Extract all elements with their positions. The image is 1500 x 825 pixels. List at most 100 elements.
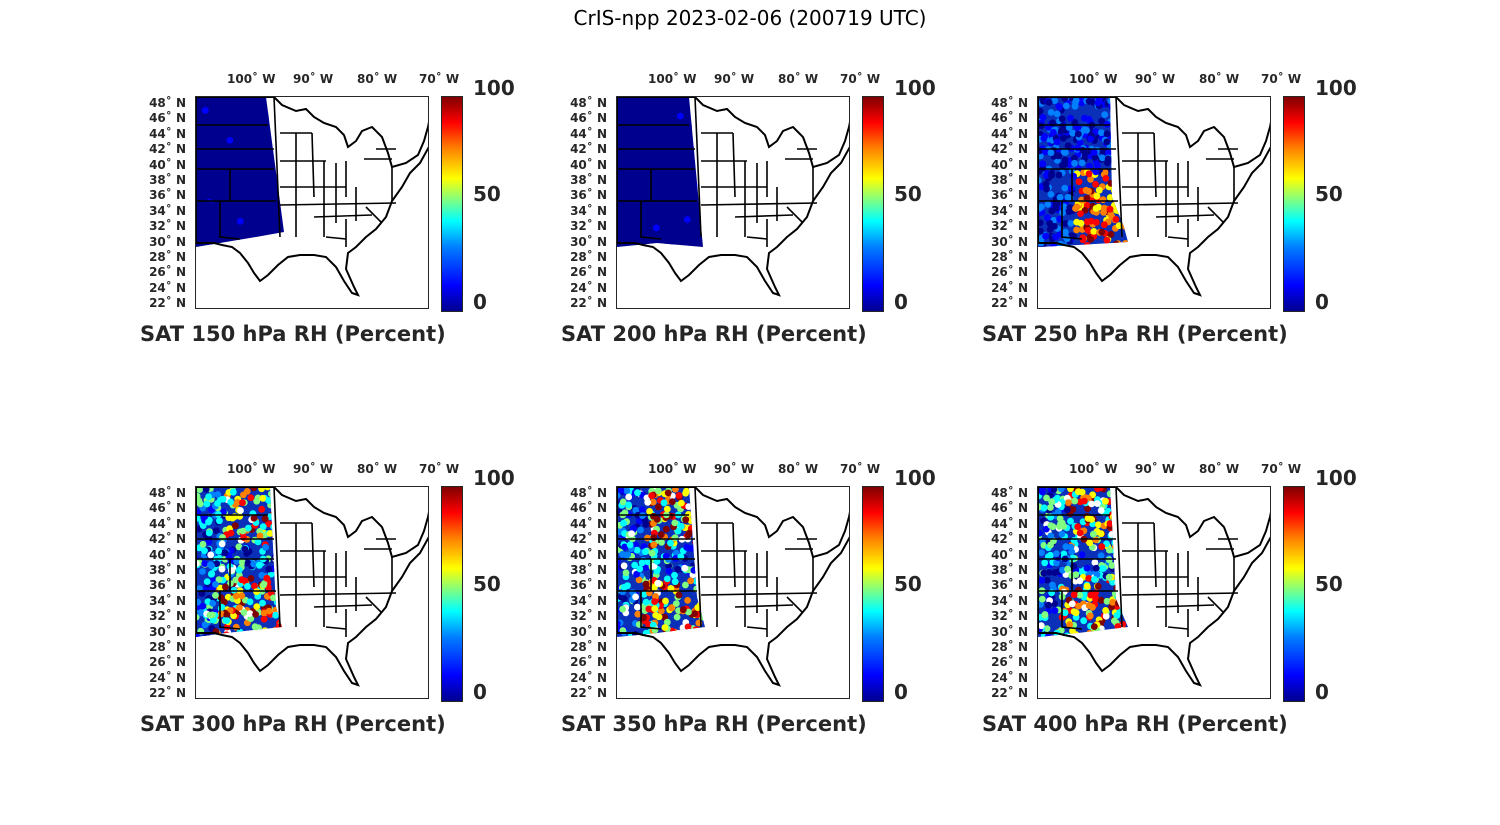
rh-point	[702, 595, 705, 603]
rh-point	[1047, 149, 1055, 157]
rh-point	[232, 178, 240, 186]
rh-point	[644, 558, 652, 566]
rh-point	[1055, 152, 1063, 160]
rh-point	[1107, 231, 1115, 238]
rh-point	[1087, 217, 1095, 225]
rh-point	[280, 195, 284, 203]
rh-point	[687, 545, 695, 552]
rh-point	[283, 553, 290, 560]
rh-point	[657, 607, 665, 615]
rh-point	[1047, 541, 1054, 549]
rh-point	[278, 630, 282, 637]
rh-point	[1082, 186, 1090, 194]
colorbar	[862, 486, 884, 702]
latitude-tick-label: 36˚ N	[991, 578, 1028, 593]
longitude-tick-label: 70˚ W	[419, 462, 460, 476]
rh-point	[667, 539, 674, 547]
longitude-axis-labels: 100˚ W 90˚ W 80˚ W 70˚ W	[616, 462, 880, 478]
rh-point	[1043, 576, 1051, 584]
rh-point	[1125, 565, 1128, 572]
rh-point	[1111, 144, 1118, 152]
rh-point	[1104, 155, 1112, 163]
rh-point	[703, 515, 705, 523]
rh-point	[1053, 200, 1061, 208]
rh-point	[1064, 506, 1071, 514]
rh-point	[220, 598, 228, 606]
rh-point	[207, 561, 214, 568]
rh-point	[648, 549, 656, 557]
rh-point	[236, 628, 244, 636]
state-border	[325, 626, 347, 630]
rh-point	[247, 575, 255, 582]
rh-point	[1106, 546, 1113, 554]
rh-point	[1072, 205, 1079, 212]
rh-point	[1082, 632, 1090, 637]
rh-point	[1075, 178, 1083, 186]
rh-point	[702, 125, 703, 133]
rh-point	[229, 514, 236, 522]
rh-point	[652, 593, 659, 600]
rh-point	[684, 531, 692, 539]
rh-point	[1094, 582, 1102, 590]
rh-point	[675, 591, 683, 599]
rh-point	[1116, 500, 1124, 507]
rh-point	[1086, 539, 1094, 547]
rh-point	[239, 499, 246, 507]
latitude-tick-label: 24˚ N	[570, 280, 607, 295]
rh-point	[700, 182, 703, 190]
rh-point	[1042, 525, 1050, 533]
rh-point	[640, 591, 648, 598]
rh-point	[1076, 591, 1084, 599]
rh-point	[1093, 219, 1100, 226]
rh-point	[247, 494, 255, 502]
longitude-tick-label: 70˚ W	[1261, 72, 1302, 86]
latitude-tick-label: 32˚ N	[991, 609, 1028, 624]
rh-point	[638, 559, 646, 567]
rh-point	[703, 506, 705, 514]
rh-point	[654, 487, 662, 495]
rh-point	[1090, 530, 1097, 538]
rh-point	[278, 630, 282, 637]
rh-point	[696, 498, 704, 506]
rh-point	[280, 577, 282, 584]
rh-point	[234, 498, 241, 506]
latitude-tick-label: 48˚ N	[991, 486, 1028, 500]
map-panel-300: 100˚ W 90˚ W 80˚ W 70˚ W 48˚ N 46˚ N 44˚ N 42˚ …	[140, 444, 515, 744]
latitude-tick-label: 40˚ N	[570, 157, 607, 172]
state-border	[734, 604, 794, 608]
rh-point	[1122, 146, 1128, 154]
rh-point	[216, 517, 223, 525]
colorbar-tick-label: 50	[1315, 182, 1343, 206]
rh-point	[1114, 570, 1122, 578]
rh-point	[1107, 97, 1115, 105]
map-plot-area	[195, 96, 429, 309]
rh-point	[1039, 160, 1047, 168]
rh-point	[672, 549, 680, 557]
state-border	[273, 487, 281, 628]
rh-point	[1084, 227, 1092, 234]
rh-point	[277, 554, 282, 562]
rh-point	[682, 581, 689, 589]
coastline	[617, 97, 849, 297]
state-border	[313, 214, 373, 218]
rh-point	[223, 611, 231, 619]
rh-point	[1058, 530, 1066, 538]
longitude-tick-label: 80˚ W	[1199, 72, 1240, 86]
rh-point	[209, 599, 217, 607]
rh-point	[1095, 521, 1102, 529]
rh-point	[1102, 243, 1110, 247]
rh-point	[705, 487, 712, 494]
rh-point	[1053, 138, 1061, 146]
latitude-tick-label: 48˚ N	[149, 486, 186, 500]
longitude-tick-label: 80˚ W	[1199, 462, 1240, 476]
map-panel-200: 100˚ W 90˚ W 80˚ W 70˚ W 48˚ N 46˚ N 44˚ N 42˚ …	[561, 54, 936, 354]
colorbar-tick-label: 100	[1315, 466, 1357, 490]
rh-point	[277, 156, 284, 163]
rh-point	[240, 609, 248, 616]
colorbar-tick-label: 100	[894, 466, 936, 490]
rh-point	[259, 494, 267, 502]
latitude-tick-label: 42˚ N	[149, 532, 186, 547]
rh-point	[262, 112, 270, 120]
rh-point	[1038, 622, 1045, 630]
rh-point	[1085, 170, 1093, 178]
